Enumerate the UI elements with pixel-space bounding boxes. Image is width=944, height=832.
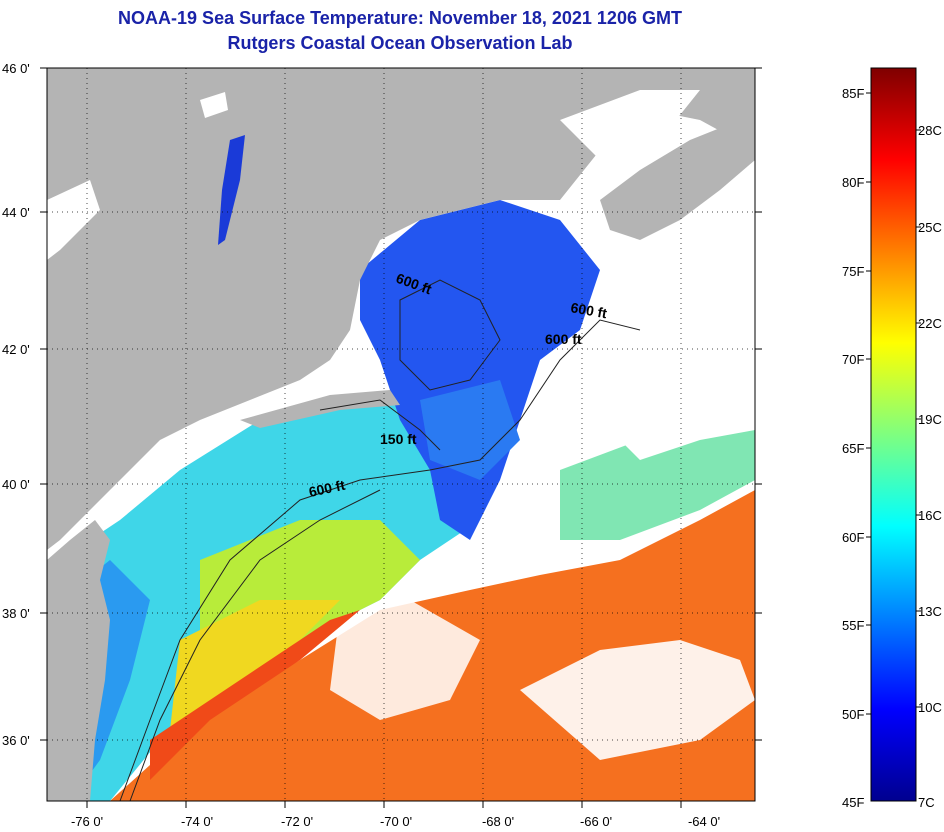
contour-600ft-shelf-break xyxy=(119,319,641,801)
colorbar-label-f: 75F xyxy=(842,264,864,279)
lat-label-46: 46 0' xyxy=(2,61,30,76)
lat-label-36: 36 0' xyxy=(2,733,30,748)
colorbar-ticks xyxy=(866,92,921,715)
colorbar-label-f: 45F xyxy=(842,795,864,810)
contour-label: 600 ft xyxy=(569,299,608,321)
contour-label: 150 ft xyxy=(380,431,417,447)
colorbar-label-c: 25C xyxy=(918,220,942,235)
lon-label-68: -68 0' xyxy=(482,814,514,829)
lon-label-76: -76 0' xyxy=(71,814,103,829)
land-delmarva xyxy=(47,520,110,801)
axis-ticks xyxy=(40,67,762,808)
map-panel xyxy=(47,68,755,801)
colorbar-label-c: 13C xyxy=(918,604,942,619)
colorbar-label-f: 65F xyxy=(842,441,864,456)
land-nova-scotia xyxy=(600,110,755,240)
lat-label-38: 38 0' xyxy=(2,606,30,621)
colorbar-label-c: 28C xyxy=(918,123,942,138)
colorbar-label-f: 70F xyxy=(842,352,864,367)
contour-label: 600 ft xyxy=(545,331,582,347)
colorbar-label-f: 55F xyxy=(842,618,864,633)
lat-label-42: 42 0' xyxy=(2,342,30,357)
lon-label-66: -66 0' xyxy=(580,814,612,829)
lon-label-72: -72 0' xyxy=(281,814,313,829)
map-title: NOAA-19 Sea Surface Temperature: Novembe… xyxy=(118,8,682,28)
lon-label-74: -74 0' xyxy=(181,814,213,829)
colorbar-label-c: 19C xyxy=(918,412,942,427)
colorbar xyxy=(870,67,917,802)
colorbar-label-c: 7C xyxy=(918,795,935,810)
graticule xyxy=(47,68,755,801)
colorbar-label-f: 60F xyxy=(842,530,864,545)
contour-label: 600 ft xyxy=(307,477,346,500)
lon-label-70: -70 0' xyxy=(380,814,412,829)
colorbar-label-c: 22C xyxy=(918,316,942,331)
colorbar-label-c: 10C xyxy=(918,700,942,715)
colorbar-label-f: 50F xyxy=(842,707,864,722)
lon-label-64: -64 0' xyxy=(688,814,720,829)
lat-label-40: 40 0' xyxy=(2,477,30,492)
gulf-of-maine-water xyxy=(360,200,600,540)
colorbar-label-f: 80F xyxy=(842,175,864,190)
colorbar-label-c: 16C xyxy=(918,508,942,523)
colorbar-label-f: 85F xyxy=(842,86,864,101)
map-frame xyxy=(46,67,756,802)
lat-label-44: 44 0' xyxy=(2,205,30,220)
map-subtitle: Rutgers Coastal Ocean Observation Lab xyxy=(227,33,573,53)
